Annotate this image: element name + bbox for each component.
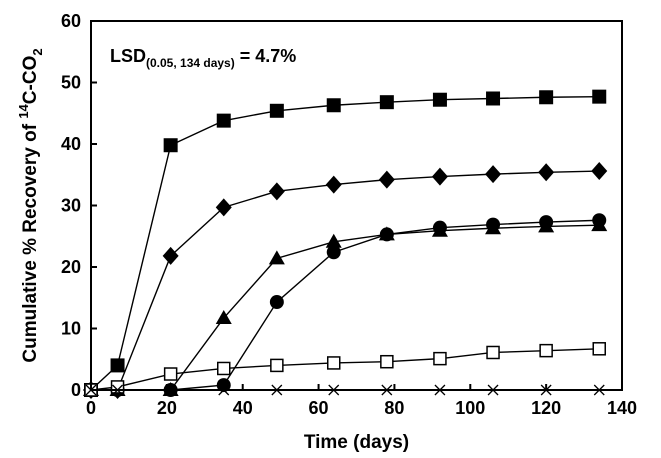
- data-point-filled-diamond: [538, 163, 555, 182]
- data-point-filled-circle: [216, 378, 231, 393]
- data-point-filled-circle: [432, 220, 447, 235]
- data-point-filled-circle: [539, 215, 554, 230]
- data-point-filled-diamond: [378, 170, 395, 189]
- lsd-main: LSD: [110, 46, 146, 66]
- y-tick-label: 20: [61, 257, 81, 277]
- data-point-filled-diamond: [162, 246, 179, 265]
- data-point-open-square: [486, 345, 500, 360]
- series-line: [91, 224, 600, 391]
- series-filled-diamond: [83, 162, 608, 399]
- series-open-square: [84, 342, 606, 397]
- data-point-filled-circle: [269, 295, 284, 310]
- data-point-filled-square: [432, 92, 447, 107]
- data-point-filled-square: [486, 91, 501, 106]
- x-tick-label: 100: [455, 398, 485, 418]
- data-point-open-square: [217, 361, 231, 376]
- y-axis-title-sub: 2: [30, 48, 45, 55]
- x-tick-label: 140: [607, 398, 637, 418]
- series-layer: [83, 89, 608, 399]
- data-point-filled-circle: [592, 213, 607, 228]
- x-tick-label: 40: [233, 398, 253, 418]
- data-point-filled-circle: [486, 217, 501, 232]
- data-point-open-square: [433, 351, 447, 366]
- data-point-filled-diamond: [485, 165, 502, 184]
- data-point-filled-square: [326, 98, 341, 113]
- data-point-open-square: [270, 358, 284, 373]
- x-tick-label: 0: [86, 398, 96, 418]
- data-point-open-square: [110, 380, 125, 394]
- data-point-open-square: [326, 356, 341, 370]
- x-axis-title: Time (days): [304, 432, 409, 453]
- lsd-annotation: LSD(0.05, 134 days) = 4.7%: [110, 46, 296, 70]
- data-point-filled-square: [539, 90, 554, 105]
- data-point-open-square: [163, 367, 178, 381]
- data-point-open-square: [539, 343, 553, 358]
- data-point-filled-square: [110, 358, 125, 373]
- data-point-filled-square: [163, 138, 178, 153]
- x-tick-label: 20: [157, 398, 177, 418]
- data-point-filled-diamond: [215, 198, 232, 217]
- data-point-filled-triangle: [325, 233, 342, 248]
- plot-frame: [90, 20, 623, 391]
- y-tick-label: 0: [71, 380, 81, 400]
- data-point-filled-circle: [379, 227, 394, 242]
- lsd-subscript: (0.05, 134 days): [146, 56, 235, 70]
- data-point-filled-triangle: [268, 250, 285, 265]
- x-tick-label: 120: [531, 398, 561, 418]
- y-tick-label: 40: [61, 134, 81, 154]
- y-axis-title-sup: 14: [16, 103, 31, 118]
- data-point-filled-diamond: [325, 175, 342, 194]
- series-filled-square: [84, 89, 607, 397]
- data-point-filled-diamond: [431, 167, 448, 186]
- y-axis-title-middle: C-CO: [20, 56, 41, 105]
- series-line: [91, 170, 600, 391]
- y-tick-label: 60: [61, 11, 81, 31]
- series-line: [91, 219, 600, 391]
- series-filled-triangle: [83, 217, 608, 396]
- data-point-filled-diamond: [591, 162, 608, 181]
- data-point-filled-square: [269, 103, 284, 118]
- y-axis-title: Cumulative % Recovery of 14C-CO2: [16, 48, 45, 362]
- y-axis-title-prefix: Cumulative % Recovery of: [20, 119, 41, 363]
- x-tick-label: 80: [384, 398, 404, 418]
- lsd-value: = 4.7%: [235, 46, 297, 66]
- data-point-filled-square: [592, 89, 607, 104]
- y-tick-label: 30: [61, 196, 81, 216]
- ticks-layer: 0 20 40 60 80 100 120 140 0 10 20 30 40 50 60: [61, 11, 637, 418]
- data-point-filled-circle: [326, 245, 341, 260]
- y-tick-label: 50: [61, 73, 81, 93]
- data-point-filled-diamond: [268, 182, 285, 201]
- data-point-filled-square: [216, 113, 231, 128]
- data-point-filled-triangle: [215, 310, 232, 325]
- x-tick-label: 60: [309, 398, 329, 418]
- y-tick-label: 10: [61, 319, 81, 339]
- data-point-open-square: [592, 342, 606, 356]
- data-point-filled-square: [379, 95, 394, 110]
- data-point-open-square: [380, 354, 394, 369]
